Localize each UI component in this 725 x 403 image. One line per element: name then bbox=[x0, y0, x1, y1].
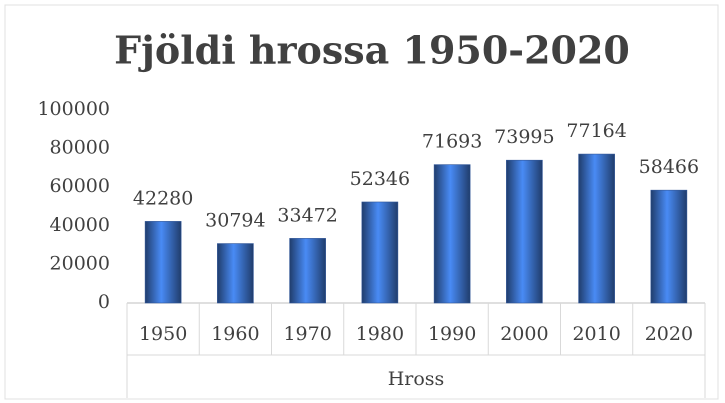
y-tick-label: 100000 bbox=[37, 98, 110, 120]
data-label: 33472 bbox=[277, 204, 337, 226]
x-tick-label: 1970 bbox=[283, 323, 331, 345]
bar bbox=[506, 159, 543, 304]
bar bbox=[144, 221, 182, 304]
x-tick-label: 2020 bbox=[645, 323, 693, 345]
bar bbox=[361, 201, 399, 304]
data-label: 30794 bbox=[205, 210, 265, 232]
bar bbox=[578, 153, 615, 304]
bar bbox=[217, 243, 254, 304]
x-axis-label: Hross bbox=[388, 368, 445, 390]
x-tick-label: 2010 bbox=[572, 323, 620, 345]
y-tick-label: 80000 bbox=[50, 137, 110, 159]
bar bbox=[289, 238, 326, 304]
bar bbox=[433, 164, 471, 304]
x-tick-label: 2000 bbox=[500, 323, 548, 345]
y-tick-label: 40000 bbox=[50, 214, 110, 236]
data-label: 52346 bbox=[350, 168, 410, 190]
data-label: 58466 bbox=[639, 156, 699, 178]
y-tick-label: 20000 bbox=[50, 252, 110, 274]
x-tick-label: 1960 bbox=[211, 323, 259, 345]
x-tick-label: 1950 bbox=[139, 323, 187, 345]
data-label: 77164 bbox=[566, 120, 626, 142]
data-label: 71693 bbox=[422, 131, 482, 153]
chart-title: Fjöldi hrossa 1950-2020 bbox=[114, 28, 630, 73]
x-tick-label: 1980 bbox=[356, 323, 404, 345]
y-tick-label: 60000 bbox=[50, 175, 110, 197]
data-label: 42280 bbox=[133, 187, 193, 209]
x-tick-label: 1990 bbox=[428, 323, 476, 345]
y-tick-label: 0 bbox=[98, 291, 110, 313]
bar bbox=[650, 189, 688, 304]
data-label: 73995 bbox=[494, 126, 554, 148]
